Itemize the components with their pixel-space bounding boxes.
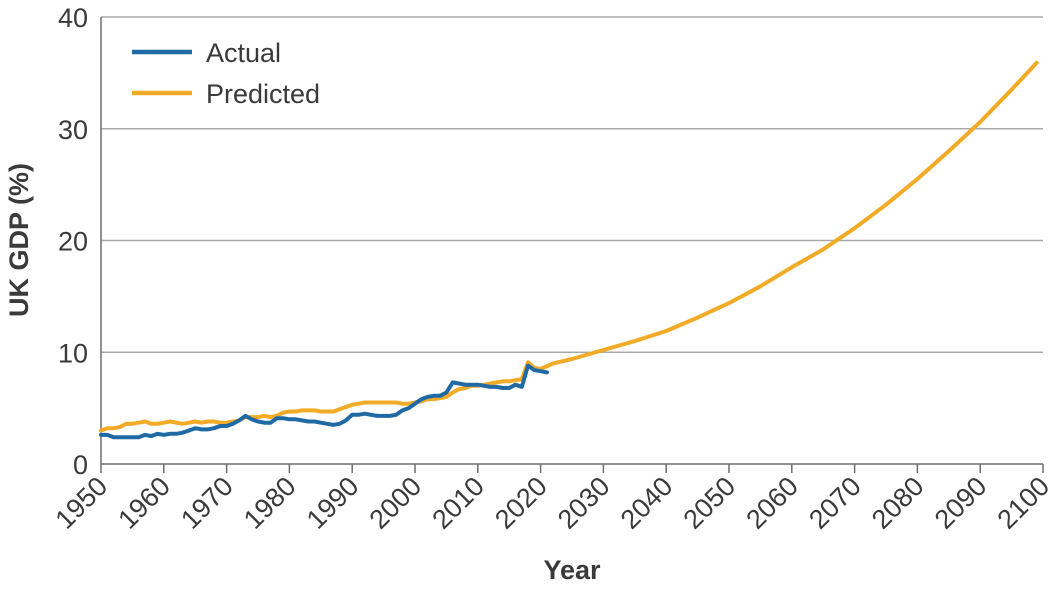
x-tick-label: 2010 [426, 471, 490, 535]
x-tick-label: 1950 [50, 471, 114, 535]
x-tick-label: 2070 [803, 471, 867, 535]
y-tick-label: 30 [58, 115, 88, 145]
series-line-actual [99, 363, 549, 440]
y-tick-label: 40 [58, 3, 88, 33]
x-tick-label: 2080 [866, 471, 930, 535]
y-tick-label: 20 [58, 227, 88, 257]
grid-lines [101, 16, 1043, 353]
legend: Actual Predicted [132, 38, 320, 109]
x-tick-label: 2100 [992, 471, 1056, 535]
y-tick-label: 10 [58, 338, 88, 368]
x-tick-label: 1970 [175, 471, 239, 535]
legend-label-predicted: Predicted [206, 79, 320, 109]
x-tick-label: 2090 [929, 471, 993, 535]
x-axis-title: Year [543, 555, 601, 585]
x-tick-label: 1980 [238, 471, 302, 535]
x-tick-label: 2020 [489, 471, 553, 535]
series-lines [99, 60, 1039, 440]
y-tick-label: 0 [73, 450, 88, 480]
x-tick-label: 2050 [678, 471, 742, 535]
x-tick-label: 2040 [615, 471, 679, 535]
legend-label-actual: Actual [206, 38, 281, 68]
x-tick-label: 2060 [740, 471, 804, 535]
series-line-predicted [99, 60, 1039, 433]
x-tick-label: 1990 [301, 471, 365, 535]
x-tick-label: 2000 [364, 471, 428, 535]
y-axis-title: UK GDP (%) [4, 163, 34, 317]
x-tick-label: 1960 [112, 471, 176, 535]
x-tick-label: 2030 [552, 471, 616, 535]
